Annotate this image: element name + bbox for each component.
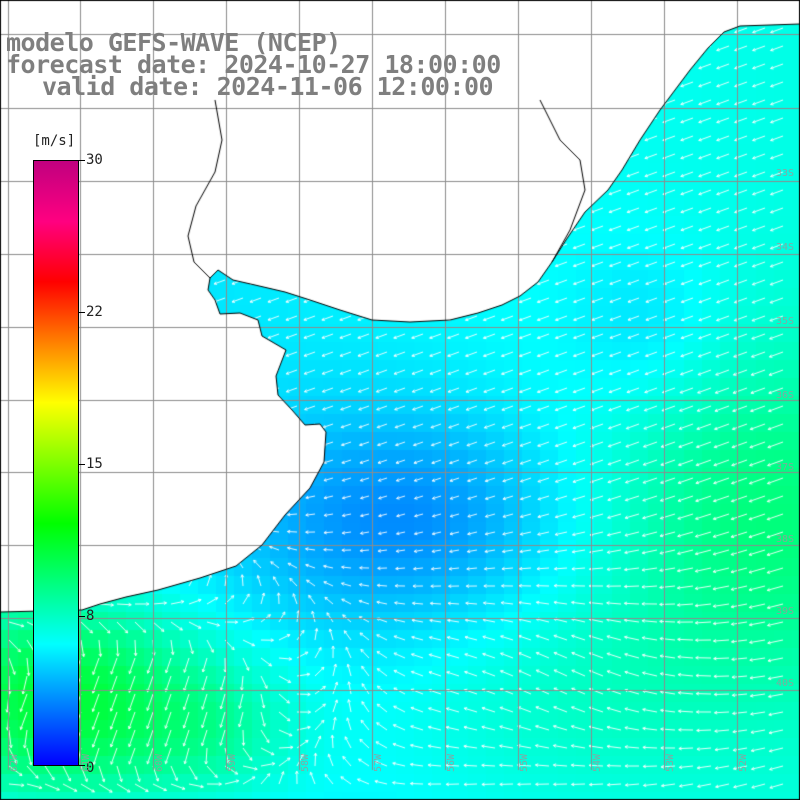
latitude-label: 34S: [775, 242, 794, 253]
latitude-label: 36S: [775, 390, 794, 401]
colorbar-tick-label: 8: [86, 608, 95, 624]
longitude-label: 57W: [373, 753, 384, 772]
colorbar: [33, 160, 79, 766]
longitude-label: 54W: [592, 753, 603, 772]
longitude-label: 55W: [519, 753, 530, 772]
colorbar-tick-label: 22: [86, 304, 103, 320]
colorbar-tick-label: 15: [86, 456, 103, 472]
colorbar-tick-mark: [79, 464, 85, 465]
colorbar-tick-label: 0: [86, 760, 95, 776]
latitude-label: 38S: [775, 534, 794, 545]
longitude-label: 56W: [446, 753, 457, 772]
colorbar-tick-label: 30: [86, 152, 103, 168]
colorbar-tick-mark: [79, 160, 85, 161]
latitude-label: 40S: [775, 678, 794, 689]
model-title: modelo GEFS-WAVE (NCEP): [6, 28, 341, 57]
latitude-label: 33S: [775, 168, 794, 179]
latitude-label: 35S: [775, 316, 794, 327]
colorbar-tick-mark: [79, 312, 85, 313]
colorbar-unit-label: [m/s]: [33, 133, 76, 149]
longitude-label: 61W: [81, 753, 92, 772]
valid-date-title: valid date: 2024-11-06 12:00:00: [42, 72, 494, 101]
latitude-label: 39S: [775, 606, 794, 617]
longitude-label: 62W: [9, 753, 20, 772]
longitude-label: 59W: [227, 753, 238, 772]
colorbar-tick-mark: [79, 616, 85, 617]
longitude-label: 58W: [300, 753, 311, 772]
longitude-label: 52W: [738, 753, 749, 772]
longitude-label: 60W: [154, 753, 165, 772]
longitude-label: 53W: [665, 753, 676, 772]
latitude-label: 37S: [775, 462, 794, 473]
colorbar-tick-mark: [79, 765, 85, 766]
forecast-date-title: forecast date: 2024-10-27 18:00:00: [6, 50, 501, 79]
